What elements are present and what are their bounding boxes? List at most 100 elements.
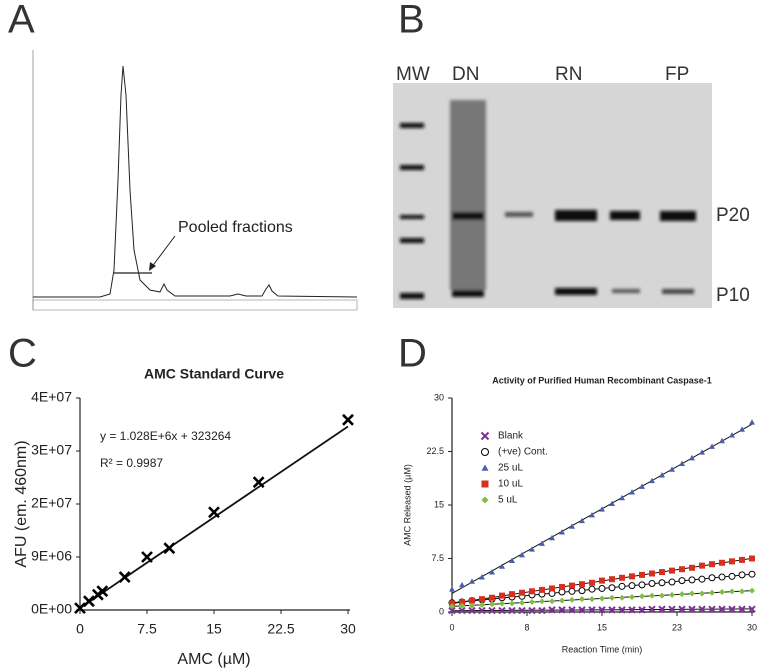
marker (728, 605, 736, 613)
marker (659, 569, 665, 576)
marker (659, 592, 665, 599)
marker (639, 483, 645, 489)
marker (509, 591, 515, 598)
marker (141, 551, 153, 563)
marker (609, 594, 615, 601)
chart-title: AMC Standard Curve (144, 366, 284, 382)
legend-marker (481, 448, 489, 456)
panel-label: D (398, 332, 427, 376)
chart-title: Activity of Purified Human Recombinant C… (492, 375, 712, 385)
marker (549, 585, 555, 592)
marker (649, 592, 655, 599)
marker (519, 599, 525, 606)
marker (608, 606, 616, 614)
marker (549, 598, 555, 605)
legend-marker (481, 480, 489, 488)
marker (489, 569, 495, 575)
y-tick-label: 0 (439, 606, 444, 616)
y-tick-label: 22.5 (426, 446, 444, 456)
marker (478, 606, 486, 615)
marker (709, 589, 715, 596)
marker (499, 563, 505, 569)
y-axis-label: AFU (em. 460nm) (13, 440, 30, 567)
marker (579, 596, 585, 603)
legend-label: (+ve) Cont. (498, 447, 548, 458)
marker (539, 598, 545, 605)
marker (738, 605, 746, 613)
marker (509, 557, 515, 564)
marker (708, 605, 716, 613)
marker (639, 593, 645, 600)
marker (718, 605, 726, 613)
marker (749, 419, 755, 425)
band-label: P10 (716, 285, 750, 306)
marker (679, 566, 685, 573)
legend-label: 25 uL (498, 463, 523, 474)
legend-marker (481, 496, 489, 504)
x-axis-label: Reaction Time (min) (562, 644, 643, 654)
marker (588, 585, 596, 593)
y-tick-label: 2E+07 (31, 495, 72, 511)
marker (579, 581, 585, 588)
x-tick-label: 30 (747, 622, 757, 632)
marker (599, 595, 605, 602)
marker (518, 606, 526, 615)
marker (519, 589, 525, 596)
panel-label: A (8, 0, 35, 42)
lane-label: RN (555, 64, 582, 85)
marker (729, 432, 735, 438)
marker (578, 606, 586, 614)
marker (698, 605, 706, 613)
marker (468, 606, 476, 615)
marker (459, 602, 465, 609)
marker (559, 584, 565, 591)
marker (629, 489, 635, 495)
marker (638, 581, 646, 589)
marker (689, 564, 695, 571)
marker (698, 575, 706, 583)
marker (588, 606, 596, 614)
marker (448, 606, 456, 615)
marker (609, 576, 615, 583)
y-tick-label: 30 (434, 392, 444, 402)
marker (628, 606, 636, 614)
marker (599, 506, 605, 512)
marker (519, 551, 525, 558)
marker (669, 567, 675, 574)
x-tick-label: 22.5 (267, 621, 294, 637)
annotation: R² = 0.9987 (100, 456, 163, 470)
y-tick-label: 4E+07 (31, 389, 72, 405)
y-tick-label: 7.5 (431, 553, 444, 563)
annotation: Pooled fractions (178, 219, 293, 236)
marker (658, 605, 666, 613)
marker (479, 574, 485, 580)
marker (488, 606, 496, 615)
x-axis-label: AMC (µM) (177, 651, 250, 668)
marker (689, 590, 695, 597)
marker (739, 556, 745, 563)
marker (688, 605, 696, 613)
marker (718, 573, 726, 581)
marker (459, 599, 465, 606)
marker (748, 570, 756, 578)
marker (208, 506, 220, 519)
marker (629, 573, 635, 580)
marker (689, 454, 695, 461)
marker (678, 605, 686, 613)
marker (719, 437, 725, 444)
marker (619, 574, 625, 581)
marker (559, 597, 565, 604)
marker (658, 579, 666, 587)
marker (709, 443, 715, 449)
marker (489, 601, 495, 608)
marker (96, 585, 109, 598)
marker (479, 596, 485, 603)
marker (459, 581, 465, 588)
y-tick-label: 0E+00 (31, 601, 72, 617)
legend-label: 10 uL (498, 479, 523, 490)
gel: MW DN RN FP P20 P10 (393, 64, 750, 308)
panel-label: B (398, 0, 425, 42)
marker (589, 596, 595, 603)
marker (628, 582, 636, 590)
marker (449, 603, 455, 610)
